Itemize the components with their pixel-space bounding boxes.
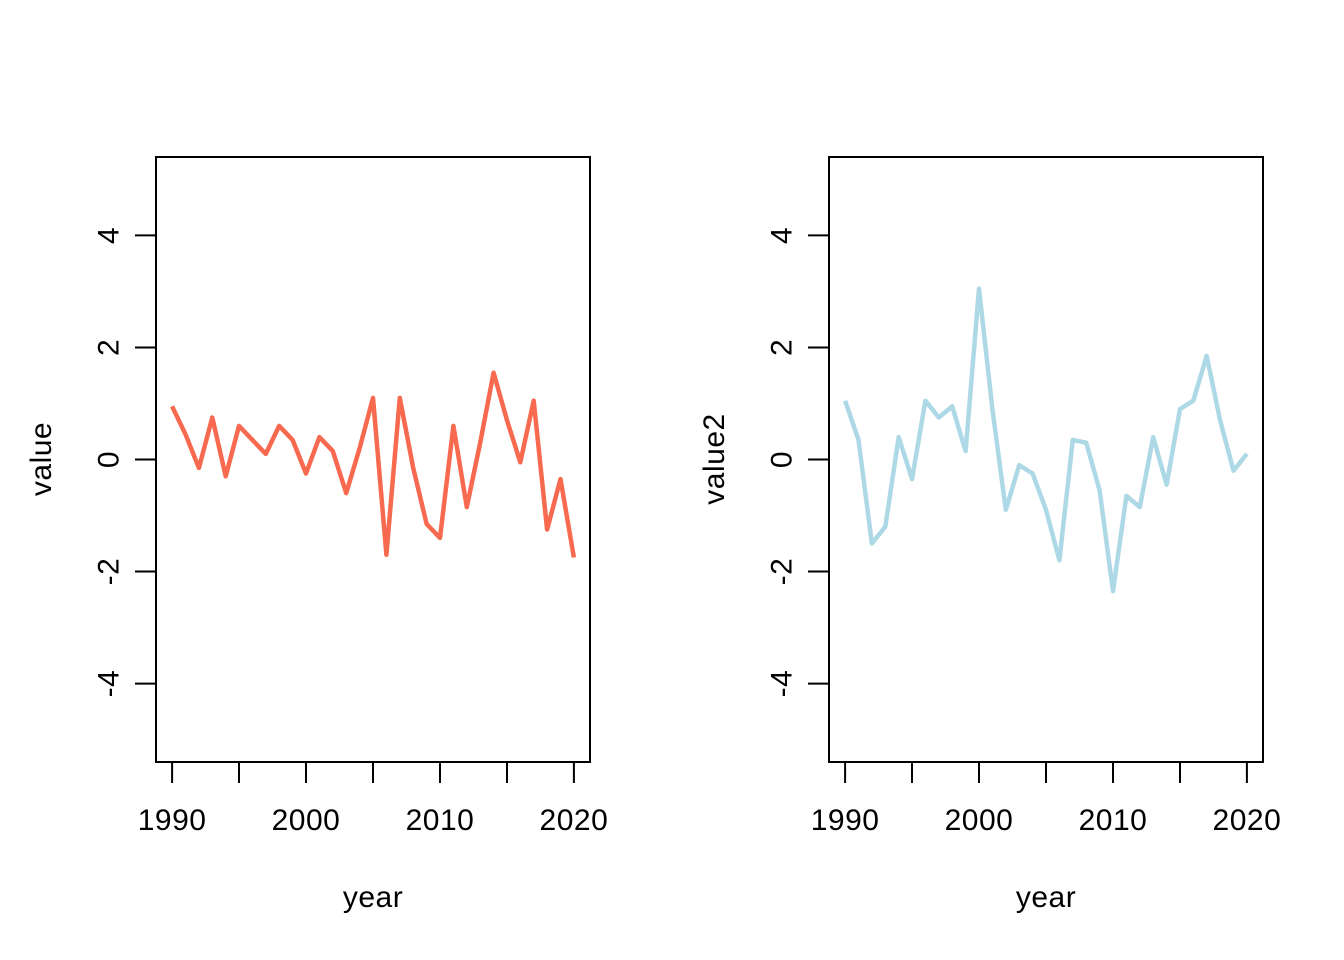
- x-tick-label: 2000: [945, 804, 1014, 837]
- x-tick-label: 1990: [138, 804, 207, 837]
- x-tick-label: 2020: [540, 804, 609, 837]
- y-tick-label: 0: [766, 451, 799, 468]
- x-tick-label: 2010: [406, 804, 475, 837]
- y-tick-label: -2: [93, 558, 126, 586]
- plot-box-left: [155, 156, 591, 763]
- plot-box-right: [828, 156, 1264, 763]
- x-tick-label: 2020: [1213, 804, 1282, 837]
- y-tick-label: -2: [766, 558, 799, 586]
- data-line-value2: [842, 286, 1249, 594]
- y-tick-label: 2: [766, 339, 799, 356]
- y-tick-label: 2: [93, 339, 126, 356]
- y-axis-label-value2: value2: [698, 413, 731, 505]
- x-tick-label: 1990: [811, 804, 880, 837]
- data-line-value: [170, 370, 577, 558]
- x-tick-label: 2000: [272, 804, 341, 837]
- y-axis-label-value: value: [25, 421, 58, 497]
- y-tick-label: -4: [766, 670, 799, 698]
- x-axis-label-year-left: year: [342, 881, 404, 914]
- y-tick-label: 4: [93, 227, 126, 244]
- x-axis-label-year-right: year: [1015, 881, 1077, 914]
- y-tick-label: -4: [93, 670, 126, 698]
- y-tick-label: 0: [93, 451, 126, 468]
- x-tick-label: 2010: [1079, 804, 1148, 837]
- y-tick-label: 4: [766, 227, 799, 244]
